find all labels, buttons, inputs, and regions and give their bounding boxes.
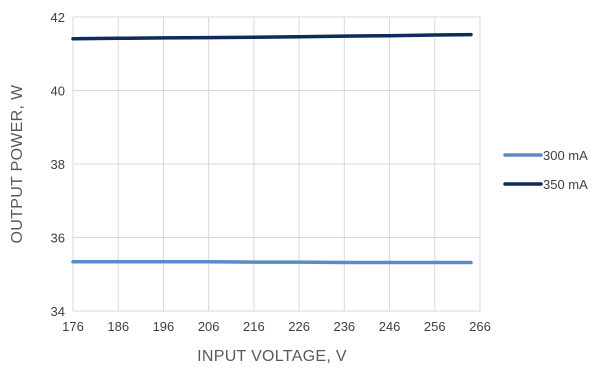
x-tick-label: 266 [469, 319, 491, 334]
series-line-1 [71, 260, 473, 265]
x-tick-label: 176 [62, 319, 84, 334]
y-tick-label: 34 [51, 304, 65, 319]
legend-label-2: 350 mA [543, 177, 588, 192]
x-tick-label: 186 [107, 319, 129, 334]
series-lines [71, 32, 473, 265]
x-tick-label: 226 [288, 319, 310, 334]
y-tick-labels: 34 36 38 40 42 [51, 10, 65, 319]
x-tick-labels: 176 186 196 206 216 226 236 246 256 266 [62, 319, 491, 334]
x-tick-label: 216 [243, 319, 265, 334]
legend-label-1: 300 mA [543, 148, 588, 163]
x-tick-label: 196 [153, 319, 175, 334]
series-line-2 [71, 32, 473, 41]
x-tick-label: 236 [333, 319, 355, 334]
grid [72, 16, 481, 312]
legend: 300 mA 350 mA [503, 148, 588, 192]
y-tick-label: 40 [51, 84, 65, 99]
x-tick-label: 206 [198, 319, 220, 334]
y-tick-label: 36 [51, 231, 65, 246]
x-axis-title: INPUT VOLTAGE, V [197, 348, 347, 365]
x-tick-label: 246 [379, 319, 401, 334]
y-tick-label: 42 [51, 10, 65, 25]
y-axis-title: OUTPUT POWER, W [9, 84, 26, 243]
y-tick-label: 38 [51, 157, 65, 172]
x-tick-label: 256 [424, 319, 446, 334]
